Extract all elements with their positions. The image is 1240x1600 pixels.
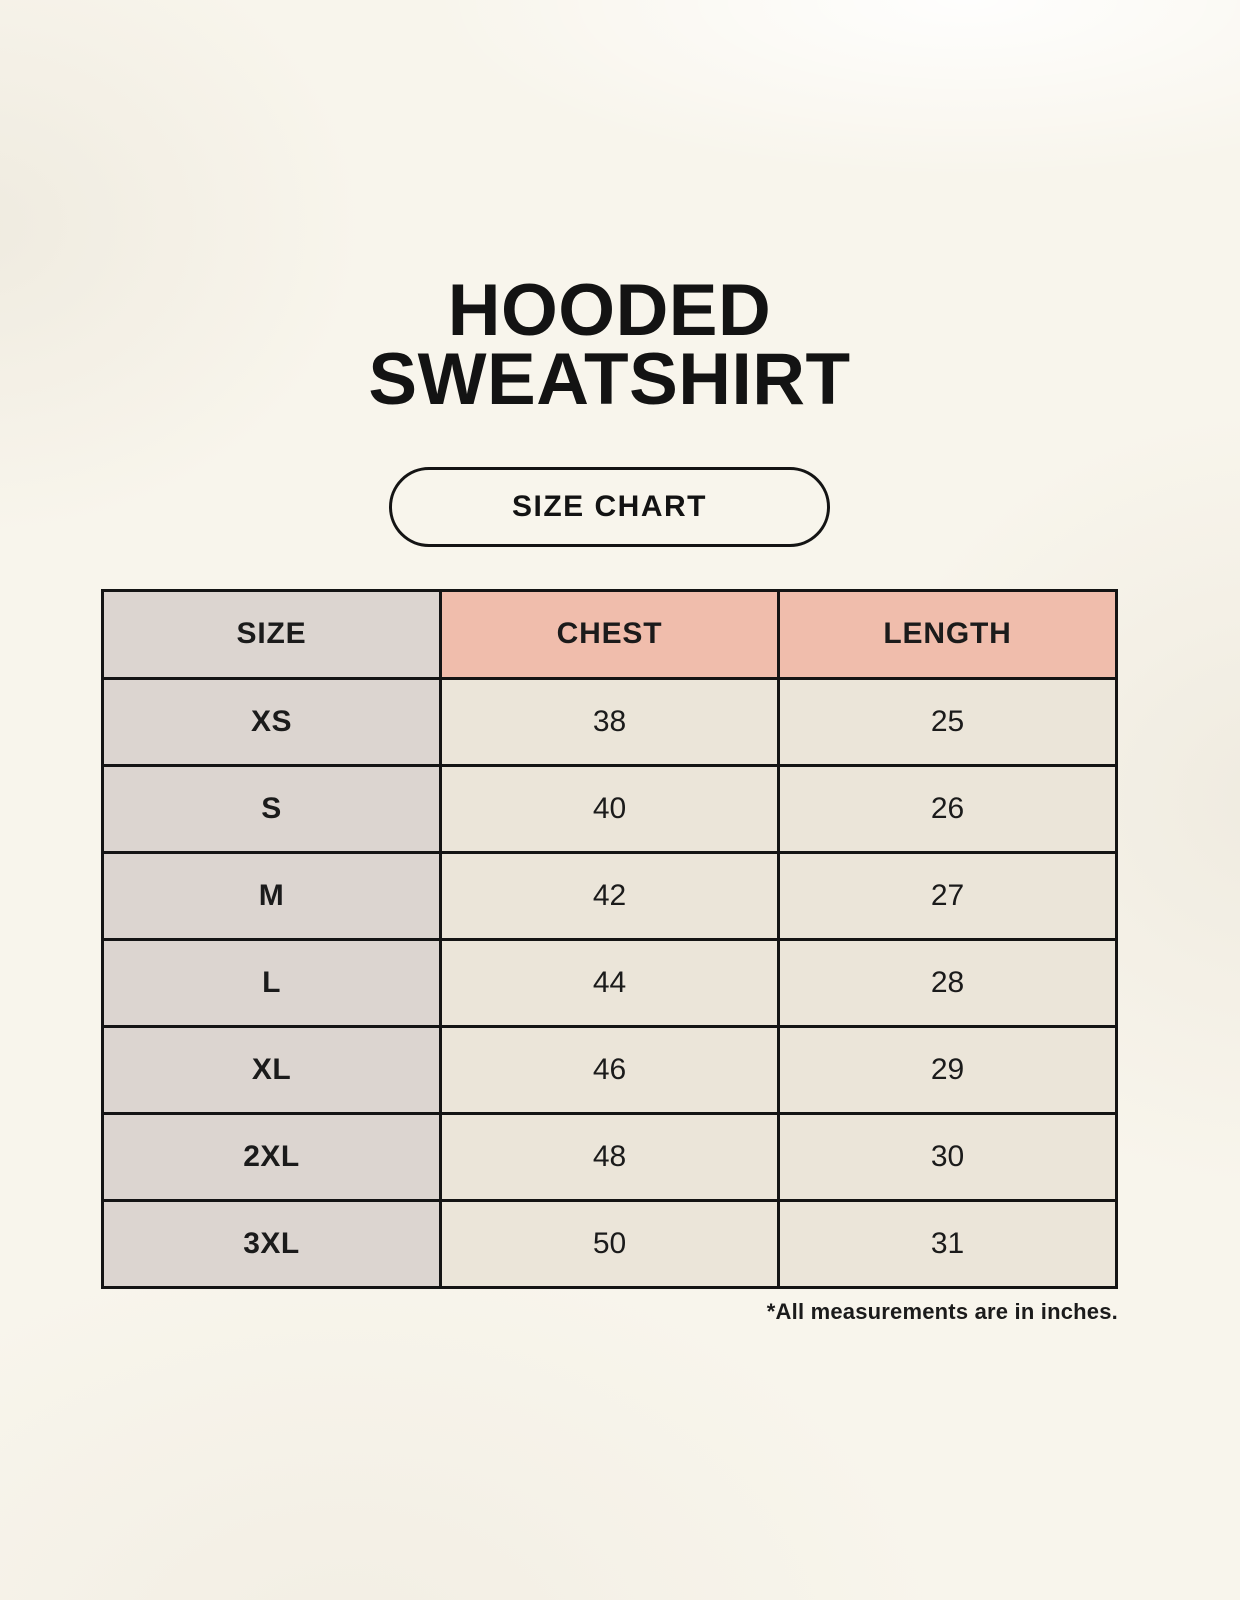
table-row: XL 46 29 (101, 1024, 1118, 1115)
chest-value-cell: 40 (439, 763, 780, 854)
table-row: L 44 28 (101, 937, 1118, 1028)
col-header-chest: CHEST (439, 588, 780, 680)
table-row: S 40 26 (101, 763, 1118, 854)
length-value-cell: 25 (777, 676, 1118, 767)
table-row: 3XL 50 31 (101, 1198, 1118, 1289)
size-chart-badge: SIZE CHART (389, 466, 830, 547)
table-header-row: SIZE CHEST LENGTH (101, 588, 1118, 680)
chest-value-cell: 50 (439, 1198, 780, 1289)
chest-value-cell: 38 (439, 676, 780, 767)
size-chart-table: SIZE CHEST LENGTH XS 38 25 S 40 26 M 42 … (101, 588, 1118, 1289)
length-value-cell: 29 (777, 1024, 1118, 1115)
size-cell: S (101, 763, 442, 854)
size-chart-page: HOODED SWEATSHIRT SIZE CHART SIZE CHEST … (101, 0, 1118, 1325)
length-value-cell: 27 (777, 850, 1118, 941)
size-cell: L (101, 937, 442, 1028)
size-cell: XL (101, 1024, 442, 1115)
product-title: HOODED SWEATSHIRT (101, 270, 1118, 421)
length-value-cell: 28 (777, 937, 1118, 1028)
size-cell: 3XL (101, 1198, 442, 1289)
chest-value-cell: 42 (439, 850, 780, 941)
chest-value-cell: 46 (439, 1024, 780, 1115)
length-value-cell: 26 (777, 763, 1118, 854)
col-header-size: SIZE (101, 588, 442, 680)
size-cell: M (101, 850, 442, 941)
length-value-cell: 30 (777, 1111, 1118, 1202)
measurement-footnote: *All measurements are in inches. (766, 1298, 1118, 1324)
length-value-cell: 31 (777, 1198, 1118, 1289)
col-header-length: LENGTH (777, 588, 1118, 680)
chest-value-cell: 44 (439, 937, 780, 1028)
size-chart-badge-label: SIZE CHART (512, 489, 707, 523)
size-cell: 2XL (101, 1111, 442, 1202)
chest-value-cell: 48 (439, 1111, 780, 1202)
product-title-line1: HOODED (447, 270, 772, 351)
size-cell: XS (101, 676, 442, 767)
table-row: XS 38 25 (101, 676, 1118, 767)
product-title-line2: SWEATSHIRT (368, 339, 851, 421)
table-row: 2XL 48 30 (101, 1111, 1118, 1202)
table-row: M 42 27 (101, 850, 1118, 941)
